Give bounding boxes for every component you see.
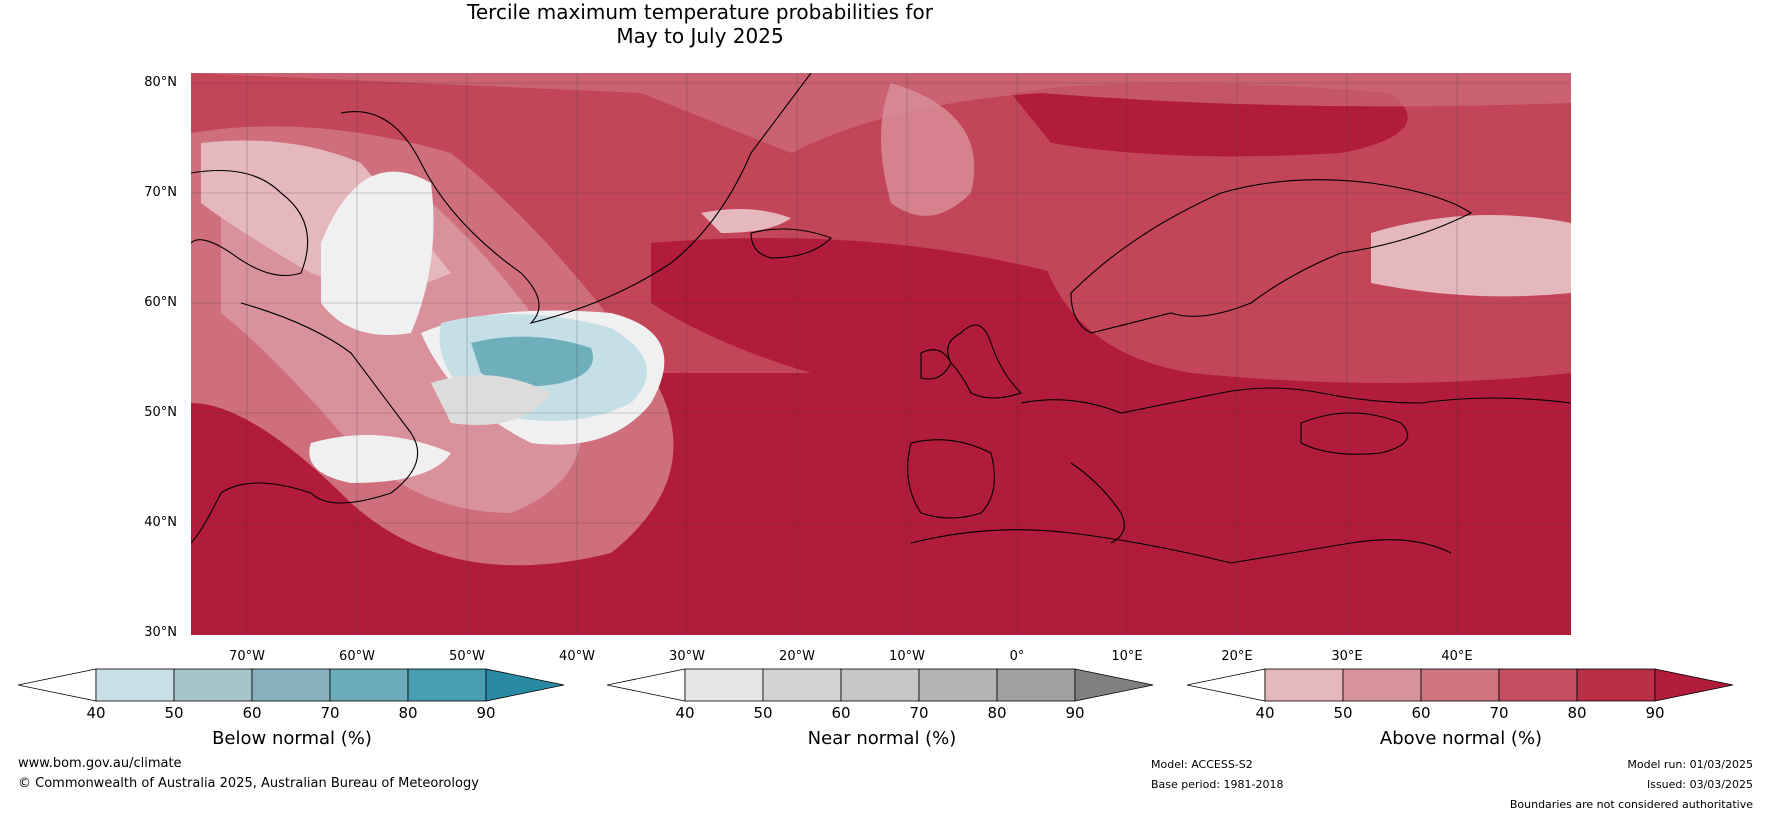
- coast-black-sea: [1300, 412, 1409, 455]
- colorbar-tick-label: 60: [242, 704, 262, 722]
- probability-map: [191, 73, 1571, 635]
- colorbar-segment: [918, 668, 998, 702]
- lon-label-0: 0°: [1009, 649, 1025, 664]
- colorbar-tick-label: 40: [86, 704, 106, 722]
- zone-near-40-davis: [321, 171, 434, 335]
- chart-title-line2: May to July 2025: [616, 24, 784, 48]
- colorbar-tick-label: 50: [164, 704, 184, 722]
- zone-near-40-newfoundland: [309, 435, 451, 483]
- colorbar-tick-label: 80: [987, 704, 1007, 722]
- lon-label-60w: 60°W: [339, 649, 375, 664]
- colorbar-segment: [173, 668, 253, 702]
- colorbar-title-near-normal: Near normal (%): [807, 728, 957, 749]
- lon-label-10e: 10°E: [1111, 649, 1143, 664]
- footer-website-link[interactable]: www.bom.gov.au/climate: [18, 756, 182, 771]
- colorbar-segment: [1342, 668, 1422, 702]
- footer-model-run: Model run: 01/03/2025: [1627, 758, 1753, 771]
- colorbar-tick-label: 70: [909, 704, 929, 722]
- colorbar-tick-label: 80: [398, 704, 418, 722]
- lon-label-30e: 30°E: [1331, 649, 1363, 664]
- colorbar-tick-label: 40: [1255, 704, 1275, 722]
- coast-greenland: [340, 73, 812, 325]
- colorbar-tick-label: 90: [1065, 704, 1085, 722]
- coast-iberia: [907, 439, 995, 519]
- zone-above-60-iceland: [701, 209, 791, 233]
- colorbar-high-extension: [485, 668, 565, 702]
- colorbar-tick-label: 90: [476, 704, 496, 722]
- colorbar-tick-label: 70: [320, 704, 340, 722]
- colorbar-tick-label: 80: [1567, 704, 1587, 722]
- graticule: [191, 73, 1571, 635]
- chart-title-line1: Tercile maximum temperature probabilitie…: [467, 0, 933, 24]
- lon-label-40w: 40°W: [559, 649, 595, 664]
- footer-issued: Issued: 03/03/2025: [1646, 778, 1753, 791]
- colorbar-segment: [407, 668, 487, 702]
- colorbar-below-normal: [18, 668, 565, 702]
- colorbar-segment: [329, 668, 409, 702]
- zone-near-50-central: [431, 375, 551, 425]
- coast-italy: [1070, 462, 1125, 544]
- lat-label-60n: 60°N: [144, 295, 177, 310]
- colorbar-tick-label: 50: [753, 704, 773, 722]
- colorbar-high-extension: [1654, 668, 1734, 702]
- colorbar-segment: [1576, 668, 1656, 702]
- lon-label-40e: 40°E: [1441, 649, 1473, 664]
- colorbar-segment: [762, 668, 842, 702]
- coastlines: [191, 73, 1571, 564]
- colorbar-tick-label: 90: [1645, 704, 1665, 722]
- colorbar-tick-label: 60: [1411, 704, 1431, 722]
- lon-label-50w: 50°W: [449, 649, 485, 664]
- lat-label-40n: 40°N: [144, 515, 177, 530]
- coast-baffin: [191, 170, 309, 277]
- colorbar-segment: [95, 668, 175, 702]
- colorbar-low-extension: [18, 668, 97, 702]
- zone-below-70-central: [471, 336, 593, 387]
- footer-base-period: Base period: 1981-2018: [1151, 778, 1284, 791]
- zone-above-70-north: [191, 73, 1571, 153]
- lon-label-20w: 20°W: [779, 649, 815, 664]
- lon-label-30w: 30°W: [669, 649, 705, 664]
- colorbar-segment: [1264, 668, 1344, 702]
- colorbar-tick-label: 50: [1333, 704, 1353, 722]
- zone-above-60-arctic: [881, 83, 975, 216]
- colorbar-segment: [840, 668, 920, 702]
- chart-title: Tercile maximum temperature probabilitie…: [0, 0, 1400, 48]
- coast-north-africa: [910, 529, 1452, 564]
- lat-label-80n: 80°N: [144, 75, 177, 90]
- lat-label-70n: 70°N: [144, 185, 177, 200]
- coast-scandinavia: [1070, 179, 1473, 334]
- colorbar-tick-label: 60: [831, 704, 851, 722]
- lat-label-30n: 30°N: [144, 625, 177, 640]
- colorbar-high-extension: [1074, 668, 1154, 702]
- colorbar-segment: [684, 668, 764, 702]
- footer-copyright: © Commonwealth of Australia 2025, Austra…: [18, 776, 479, 791]
- colorbar-segment: [996, 668, 1076, 702]
- colorbar-title-above-normal: Above normal (%): [1379, 728, 1543, 749]
- lat-label-50n: 50°N: [144, 405, 177, 420]
- colorbar-near-normal: [607, 668, 1154, 702]
- colorbar-low-extension: [607, 668, 686, 702]
- colorbar-tick-label: 40: [675, 704, 695, 722]
- lon-label-70w: 70°W: [229, 649, 265, 664]
- zone-above-50-russia: [1371, 215, 1571, 297]
- lon-label-20e: 20°E: [1221, 649, 1253, 664]
- colorbar-title-below-normal: Below normal (%): [212, 728, 372, 749]
- lon-label-10w: 10°W: [889, 649, 925, 664]
- map-canvas: [191, 73, 1571, 635]
- colorbar-segment: [1420, 668, 1500, 702]
- footer-disclaimer: Boundaries are not considered authoritat…: [1509, 798, 1753, 811]
- coast-ireland: [920, 349, 952, 380]
- footer-model: Model: ACCESS-S2: [1151, 758, 1253, 771]
- coast-iceland: [750, 228, 832, 259]
- colorbar-tick-label: 70: [1489, 704, 1509, 722]
- colorbar-above-normal: [1187, 668, 1734, 702]
- colorbar-segment: [251, 668, 331, 702]
- colorbar-segment: [1498, 668, 1578, 702]
- colorbar-low-extension: [1187, 668, 1266, 702]
- coast-europe: [1020, 387, 1571, 414]
- coast-labrador: [191, 302, 419, 544]
